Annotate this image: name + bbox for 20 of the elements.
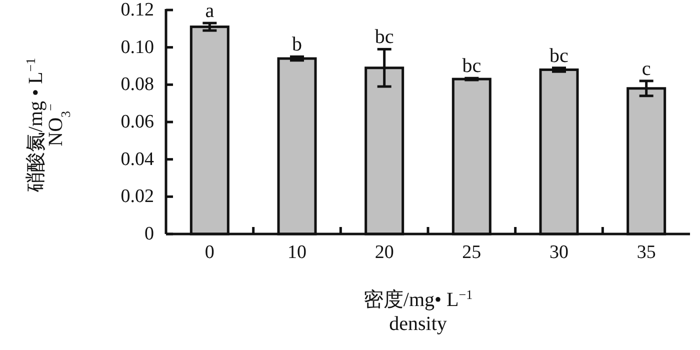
x-tick-label: 20 — [374, 242, 394, 263]
annotation: a — [205, 0, 214, 22]
y-tick-label: 0.08 — [120, 74, 154, 96]
y-tick-label: 0.12 — [120, 0, 154, 20]
x-tick-label: 25 — [462, 242, 482, 263]
annotation: bc — [550, 44, 569, 67]
x-tick-label: 10 — [288, 242, 306, 263]
y-tick-label: 0.04 — [120, 148, 154, 170]
annotation: c — [642, 58, 651, 80]
y-tick-label: 0.02 — [120, 186, 154, 208]
y-tick-label: 0.10 — [120, 36, 154, 58]
y-tick-label: 0.06 — [120, 112, 154, 132]
x-tick-label: 30 — [550, 242, 568, 263]
x-tick-label: 0 — [204, 242, 214, 263]
annotation: bc — [462, 55, 482, 78]
annotation: b — [292, 34, 302, 56]
text: 密度/mg• L$^{−1}$ density — [363, 286, 473, 335]
x-tick-label: 35 — [636, 242, 656, 263]
y-tick-label: 0 — [144, 224, 154, 244]
annotation: bc — [374, 26, 394, 48]
